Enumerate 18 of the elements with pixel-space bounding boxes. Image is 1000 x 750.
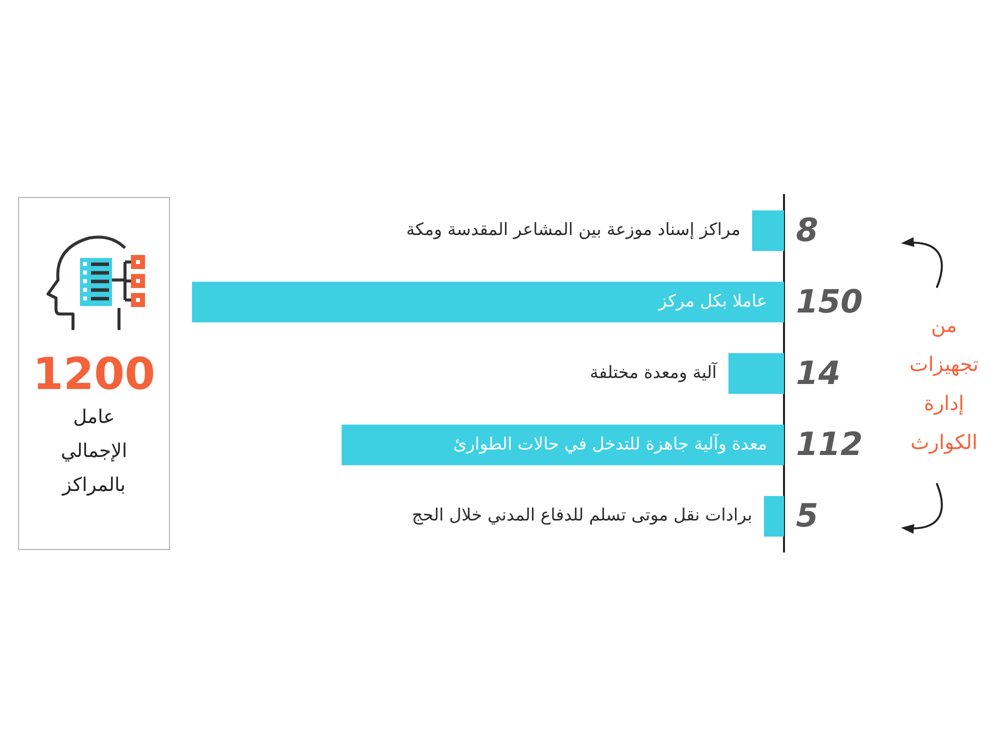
bar bbox=[342, 424, 784, 466]
data-label: 150 bbox=[796, 282, 863, 320]
y-tick-label: برادات نقل موتى تسلم للدفاع المدني خلال الحج bbox=[412, 506, 752, 526]
text: من تجهيزات إدارة الكوارث bbox=[909, 313, 979, 454]
data-label: 14 bbox=[796, 354, 841, 392]
bar bbox=[192, 282, 784, 322]
text: عامل الإجمالي بالمراكز bbox=[60, 405, 128, 498]
bar bbox=[752, 210, 784, 252]
data-label: 5 bbox=[796, 496, 818, 535]
y-tick-label: مراكز إسناد موزعة بين المشاعر المقدسة ومكة bbox=[406, 220, 740, 240]
data-label: 112 bbox=[796, 425, 863, 464]
data-label: 8 bbox=[796, 211, 818, 250]
bar bbox=[764, 496, 784, 537]
y-tick-label: عاملا بكل مركز bbox=[658, 292, 767, 312]
text: 1200 bbox=[32, 349, 156, 400]
bar bbox=[728, 353, 784, 394]
y-tick-label: آلية ومعدة مختلفة bbox=[590, 362, 718, 383]
y-tick-label: معدة وآلية جاهزة للتدخل في حالات الطوارئ bbox=[453, 433, 767, 454]
